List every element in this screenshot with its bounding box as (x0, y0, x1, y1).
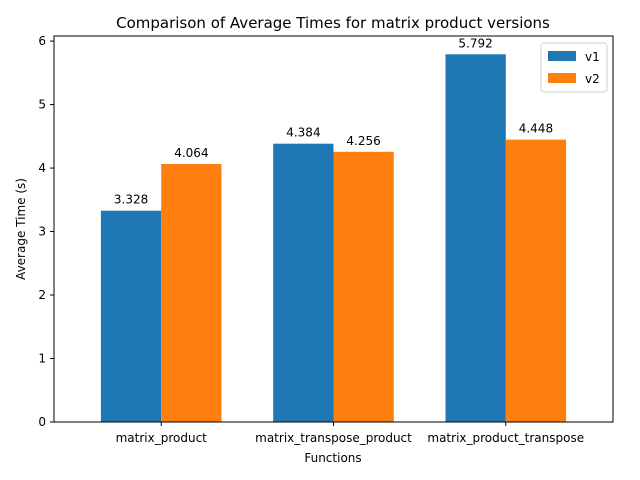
y-tick-label: 5 (38, 98, 46, 112)
y-tick-label: 4 (38, 161, 46, 175)
legend-label-v2: v2 (585, 72, 600, 86)
bar-v2-0 (161, 164, 222, 422)
y-tick-label: 1 (38, 352, 46, 366)
bar-v1-1 (273, 143, 334, 422)
data-label-v2-0: 4.064 (174, 146, 208, 160)
bar-v2-1 (333, 151, 394, 423)
bar-v1-2 (445, 54, 506, 423)
x-tick-label: matrix_transpose_product (255, 431, 412, 445)
legend-swatch-v2 (548, 73, 576, 83)
legend: v1 v2 (540, 42, 608, 93)
data-label-v2-2: 4.448 (519, 122, 553, 136)
legend-swatch-v1 (548, 51, 576, 61)
y-tick-label: 2 (38, 288, 46, 302)
data-label-v2-1: 4.256 (346, 134, 380, 148)
x-tick-label: matrix_product_transpose (427, 431, 584, 445)
bar-v2-2 (505, 139, 567, 422)
data-label-v1-1: 4.384 (286, 126, 320, 140)
data-label-v1-0: 3.328 (114, 193, 148, 207)
plot-area: 3.328 4.384 5.792 4.064 4.256 4.448 0 1 2 3 4 5 6 mat… (38, 34, 614, 445)
chart-title: Comparison of Average Times for matrix p… (116, 14, 550, 32)
x-tick-label: matrix_product (116, 431, 208, 445)
x-axis-label: Functions (304, 451, 361, 465)
y-tick-label: 6 (38, 34, 46, 48)
data-label-v1-2: 5.792 (458, 36, 492, 50)
y-axis-label: Average Time (s) (14, 178, 28, 280)
legend-label-v1: v1 (585, 50, 600, 64)
y-tick-label: 3 (38, 225, 46, 239)
bar-v1-0 (100, 210, 162, 422)
y-tick-label: 0 (38, 415, 46, 429)
